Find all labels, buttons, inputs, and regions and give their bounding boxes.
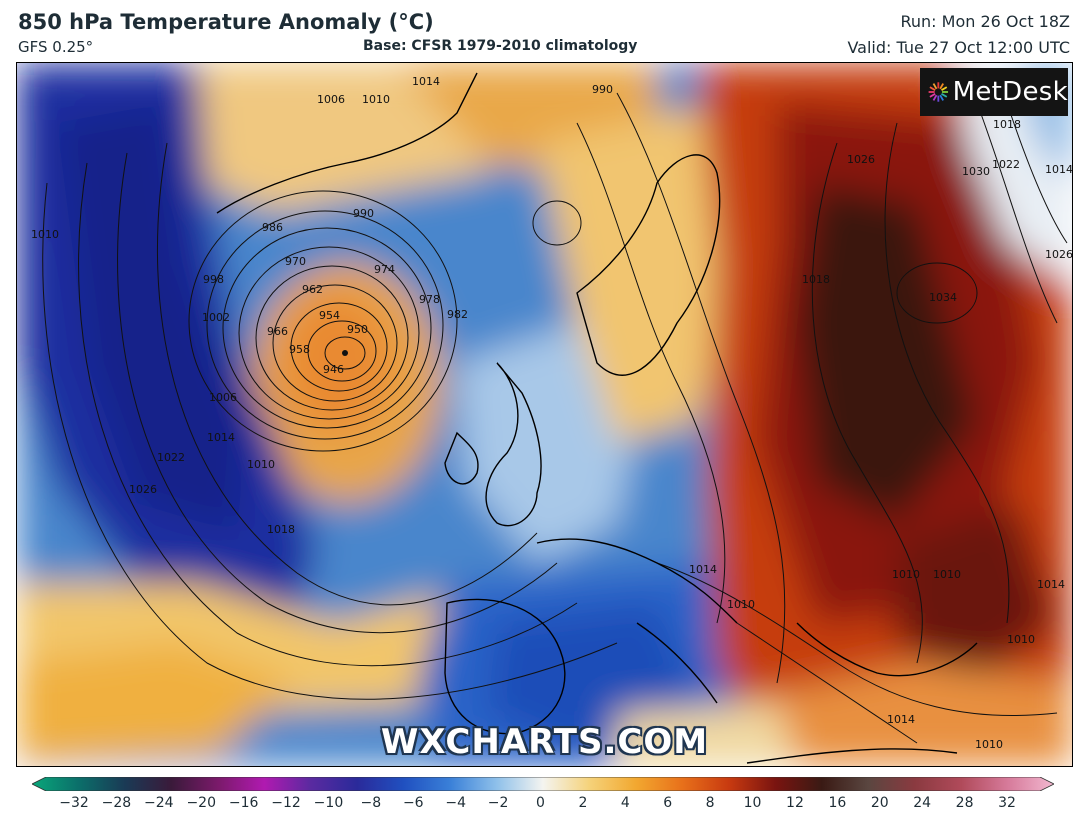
coastlines [216, 72, 978, 764]
chart-title: 850 hPa Temperature Anomaly (°C) [18, 10, 434, 34]
valid-time: Valid: Tue 27 Oct 12:00 UTC [847, 38, 1070, 57]
isobar-label: 1014 [207, 431, 235, 444]
isobar-label: 1018 [802, 273, 830, 286]
starburst-icon [928, 82, 949, 102]
colorbar-tick-label: −2 [487, 795, 509, 811]
isobar-label: 978 [419, 293, 440, 306]
isobar-label: 1002 [202, 311, 230, 324]
colorbar-tick-label: 24 [913, 795, 932, 811]
run-time: Run: Mon 26 Oct 18Z [900, 12, 1071, 31]
isobar-label: 974 [374, 263, 395, 276]
base-label: Base: CFSR 1979-2010 climatology [363, 38, 638, 54]
isobars [42, 92, 1068, 744]
isobar-label: 1014 [689, 563, 717, 576]
anomaly-map: 1006 1010 1014 990 986 990 970 974 978 9… [16, 62, 1073, 767]
metdesk-logo: MetDesk [920, 68, 1068, 116]
isobar-label: 1010 [727, 598, 755, 611]
isobar-label: 1022 [157, 451, 185, 464]
colorbar-tick-label: 2 [578, 795, 588, 811]
isobar-labels: 1006 1010 1014 990 986 990 970 974 978 9… [31, 75, 1072, 751]
colorbar-tick-label: 12 [786, 795, 804, 811]
isobar-label: 1018 [993, 118, 1021, 131]
isobar-label: 998 [203, 273, 224, 286]
isobar-label: 1022 [992, 158, 1020, 171]
colorbar-tick-label: −4 [445, 795, 466, 811]
isobar-label: 1026 [847, 153, 875, 166]
colorbar-tick-label: −28 [101, 795, 132, 811]
isobar-label: 1018 [267, 523, 295, 536]
isobar-label: 958 [289, 343, 310, 356]
isobar-label: 990 [353, 207, 374, 220]
colorbar-tick-label: 20 [870, 795, 889, 811]
colorbar-tick-label: 4 [620, 795, 630, 811]
isobar-label: 970 [285, 255, 306, 268]
isobar-label: 1010 [31, 228, 59, 241]
isobar-label: 1014 [412, 75, 440, 88]
isobar-label: 1010 [975, 738, 1003, 751]
colorbar-tick-label: 8 [705, 795, 715, 811]
isobar-label: 1014 [1045, 163, 1072, 176]
isobar-label: 1034 [929, 291, 957, 304]
isobar-label: 946 [323, 363, 344, 376]
isobar-label: 1010 [247, 458, 275, 471]
colorbar-tick-label: −10 [313, 795, 344, 811]
isobar-label: 1014 [887, 713, 915, 726]
colorbar-tick-label: −16 [228, 795, 259, 811]
colorbar-tick-label: −8 [360, 795, 382, 811]
isobar-label: 1006 [317, 93, 345, 106]
isobar-label: 1026 [1045, 248, 1072, 261]
anomaly-field [17, 63, 1072, 766]
isobar-label: 986 [262, 221, 283, 234]
colorbar-ticks: −32 −28 −24 −20 −16 −12 −10 −8 −6 −4 −2 0 2 4 6 8 10 12 16… [0, 795, 1080, 821]
colorbar-tick-label: −12 [271, 795, 301, 811]
isobar-label: 1026 [129, 483, 157, 496]
colorbar-tick-label: −32 [59, 795, 89, 811]
isobar-label: 1010 [1007, 633, 1035, 646]
colorbar-tick-label: −20 [186, 795, 216, 811]
isobar-label: 1030 [962, 165, 990, 178]
isobar-label: 962 [302, 283, 323, 296]
colorbar-tick-label: 32 [998, 795, 1016, 811]
watermark: WXCHARTS.COM [380, 722, 709, 762]
colorbar-tick-label: 10 [743, 795, 762, 811]
colorbar-tick-label: 16 [828, 795, 847, 811]
isobar-label: 1010 [933, 568, 961, 581]
colorbar-tick-label: −6 [402, 795, 424, 811]
colorbar [32, 777, 1054, 791]
isobar-label: 950 [347, 323, 368, 336]
logo-text: MetDesk [952, 77, 1068, 107]
isobar-label: 1006 [209, 391, 237, 404]
low-center-marker [342, 350, 348, 356]
colorbar-tick-label: −24 [144, 795, 174, 811]
colorbar-tick-label: 6 [663, 795, 673, 811]
isobar-label: 1010 [362, 93, 390, 106]
model-label: GFS 0.25° [18, 38, 94, 56]
isobar-label: 954 [319, 309, 340, 322]
map-canvas: 1006 1010 1014 990 986 990 970 974 978 9… [17, 63, 1072, 766]
colorbar-tick-label: 28 [955, 795, 974, 811]
isobar-label: 982 [447, 308, 468, 321]
colorbar-tick-label: 0 [536, 795, 545, 811]
isobar-label: 966 [267, 325, 288, 338]
isobar-label: 990 [592, 83, 613, 96]
isobar-label: 1014 [1037, 578, 1065, 591]
isobar-label: 1010 [892, 568, 920, 581]
